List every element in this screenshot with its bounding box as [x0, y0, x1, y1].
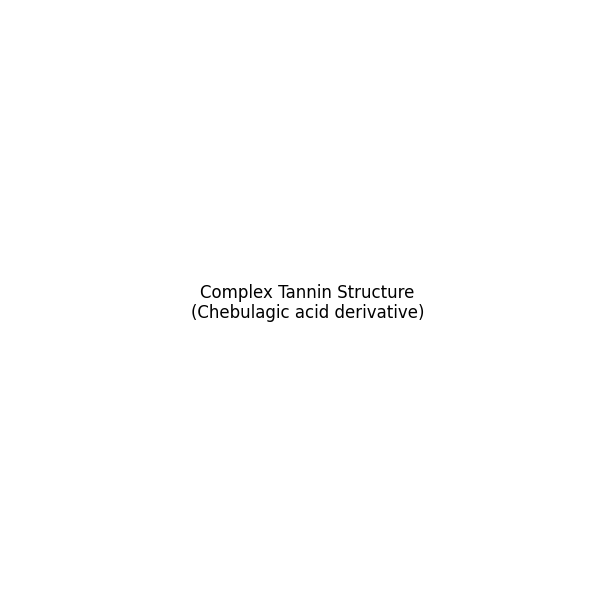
- Text: Complex Tannin Structure
(Chebulagic acid derivative): Complex Tannin Structure (Chebulagic aci…: [191, 284, 424, 322]
